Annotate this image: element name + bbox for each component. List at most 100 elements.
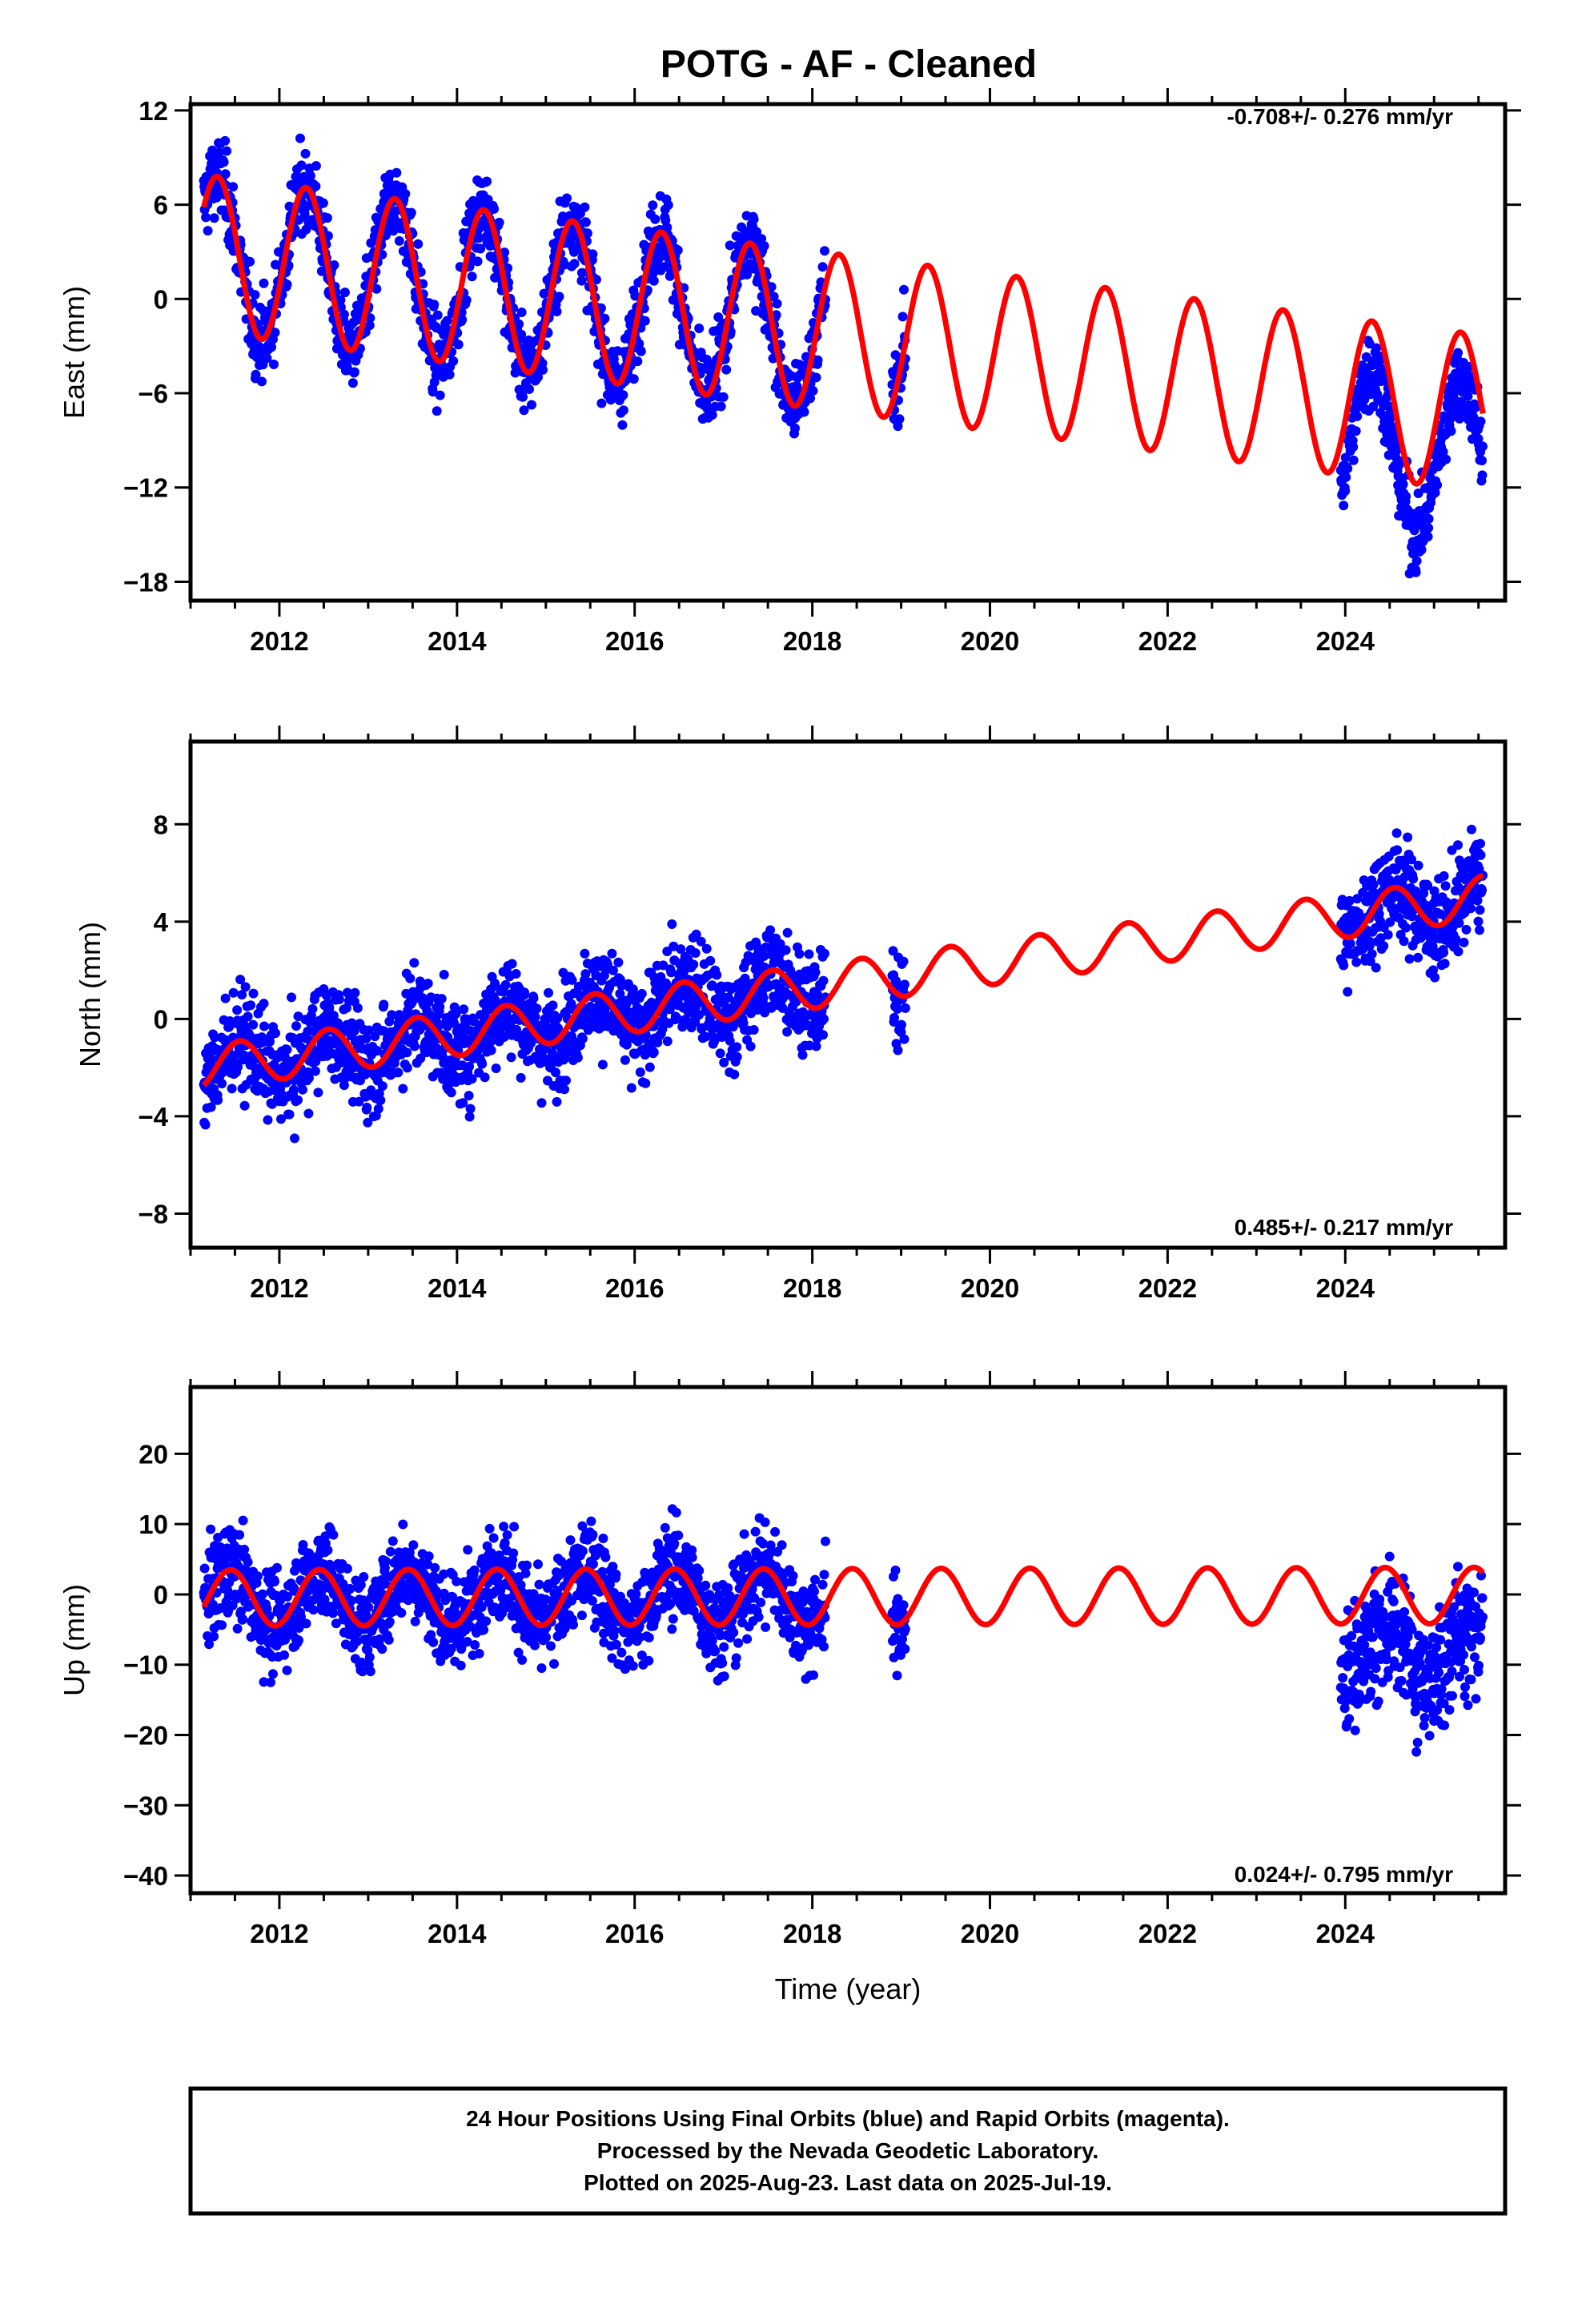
data-point [898,956,909,967]
data-point [313,1535,323,1546]
data-point [428,1637,439,1647]
data-point [1411,556,1422,566]
data-point [658,960,669,971]
data-point [296,1612,306,1622]
data-point [1432,480,1443,490]
data-point [1440,881,1451,891]
data-point [480,1072,490,1083]
plot-area [199,824,1488,1144]
data-point [402,1047,412,1058]
data-point [446,1643,456,1654]
data-point [494,217,504,227]
data-point [648,200,658,211]
data-point [206,1524,216,1534]
data-point [289,1084,299,1095]
data-point [701,943,712,954]
data-point [516,1072,526,1083]
data-point [549,1659,559,1669]
data-point [442,316,452,326]
data-point [1375,933,1386,943]
data-point [380,1556,391,1566]
data-point [673,245,683,255]
data-point [269,360,279,369]
data-point [1476,850,1486,860]
data-point [294,1622,304,1633]
y-tick-label: −4 [138,1102,168,1132]
data-point [1368,401,1379,412]
y-tick-label: −6 [138,379,168,408]
data-point [669,941,679,951]
data-point [328,1530,339,1540]
data-point [364,320,375,331]
data-point [300,148,311,159]
data-point [1368,879,1379,890]
data-point [597,1059,608,1070]
data-point [472,256,483,267]
data-point [203,226,213,236]
data-point [365,313,375,324]
data-point [552,1096,562,1107]
data-point [423,1559,433,1570]
data-point [1340,486,1351,497]
data-point [1401,491,1411,501]
data-point [248,988,259,999]
data-point [228,987,239,998]
data-point [308,1605,319,1615]
data-point [1375,352,1385,361]
data-point [745,1041,756,1051]
data-point [676,944,686,955]
data-point [817,262,828,272]
data-point [1371,963,1381,973]
data-point [444,369,455,380]
data-point [362,1102,372,1112]
plot-area [199,133,1488,579]
data-point [1345,939,1355,949]
data-point [237,990,247,1000]
data-point [1428,965,1439,975]
data-point [572,1052,583,1063]
data-point [899,284,909,295]
data-point [752,227,762,237]
data-point [721,364,732,375]
data-point [323,231,333,241]
x-tick-label: 2014 [428,626,487,656]
data-point [435,390,445,400]
data-point [291,1021,301,1031]
data-point [1340,452,1351,463]
data-point [272,1562,282,1573]
data-point [1416,545,1427,555]
data-point [206,1102,216,1112]
data-point [516,308,527,317]
data-point [1351,426,1361,436]
data-point [329,260,339,270]
data-point [407,997,417,1007]
data-point [282,1044,292,1055]
data-point [439,1569,449,1579]
data-point [363,1117,373,1128]
data-point [644,1062,655,1072]
data-point [307,1003,318,1014]
data-point [760,1007,770,1018]
data-point [410,1616,420,1626]
data-point [691,929,701,939]
data-point [1401,923,1411,933]
data-point [588,249,598,259]
data-point [667,919,677,929]
data-point [233,1062,243,1072]
data-point [416,1053,426,1063]
data-point [311,181,321,191]
data-point [335,295,346,305]
data-point [403,1595,413,1606]
data-point [262,353,272,364]
data-point [1343,464,1353,473]
data-point [662,223,673,233]
data-point [1415,933,1426,943]
data-point [303,1108,314,1119]
data-point [250,290,260,300]
data-point [239,1544,250,1554]
data-point [819,1014,829,1024]
data-point [339,287,350,298]
data-point [293,1095,303,1105]
data-point [704,358,714,368]
series-red-model-line [201,173,1486,487]
